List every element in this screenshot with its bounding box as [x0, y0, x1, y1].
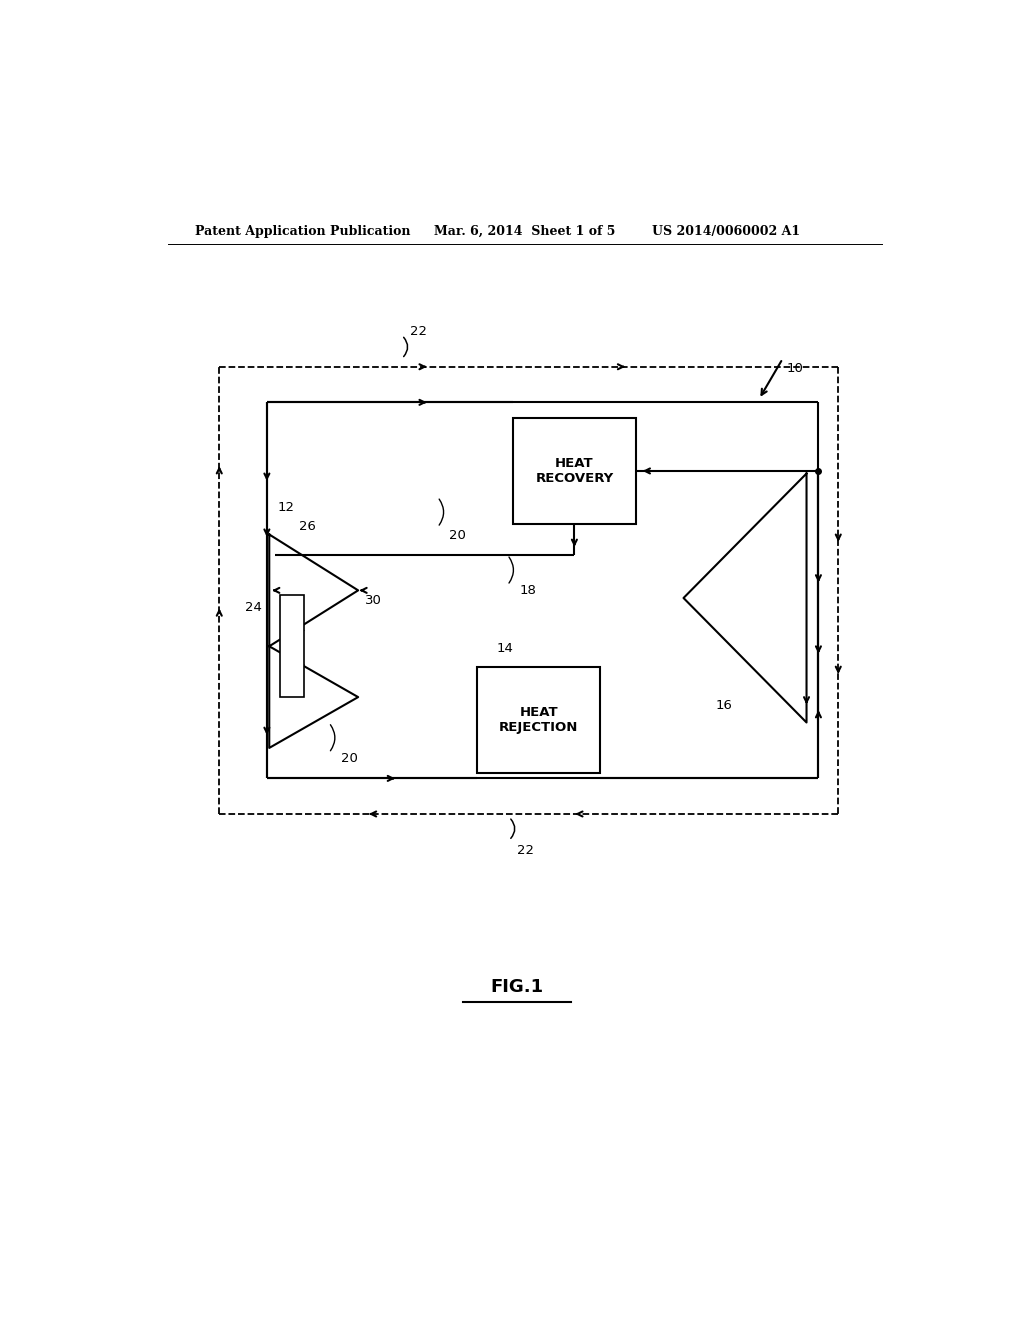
Text: 22: 22 [410, 325, 427, 338]
Text: 16: 16 [715, 698, 732, 711]
Text: 20: 20 [450, 529, 466, 543]
Text: FIG.1: FIG.1 [490, 978, 544, 995]
Bar [477, 667, 600, 774]
Text: HEAT
REJECTION: HEAT REJECTION [499, 706, 579, 734]
Text: 14: 14 [497, 642, 514, 655]
Text: 22: 22 [517, 843, 534, 857]
Text: Mar. 6, 2014  Sheet 1 of 5: Mar. 6, 2014 Sheet 1 of 5 [433, 226, 614, 238]
Text: 24: 24 [246, 601, 262, 614]
Text: 20: 20 [341, 751, 357, 764]
Text: 26: 26 [299, 520, 315, 533]
Text: 10: 10 [786, 362, 804, 375]
Bar [281, 595, 304, 697]
Text: 12: 12 [278, 500, 294, 513]
Text: 30: 30 [365, 594, 381, 607]
Bar [513, 417, 636, 524]
Text: US 2014/0060002 A1: US 2014/0060002 A1 [652, 226, 800, 238]
Text: Patent Application Publication: Patent Application Publication [196, 226, 411, 238]
Text: HEAT
RECOVERY: HEAT RECOVERY [536, 457, 613, 484]
Text: 18: 18 [519, 583, 537, 597]
